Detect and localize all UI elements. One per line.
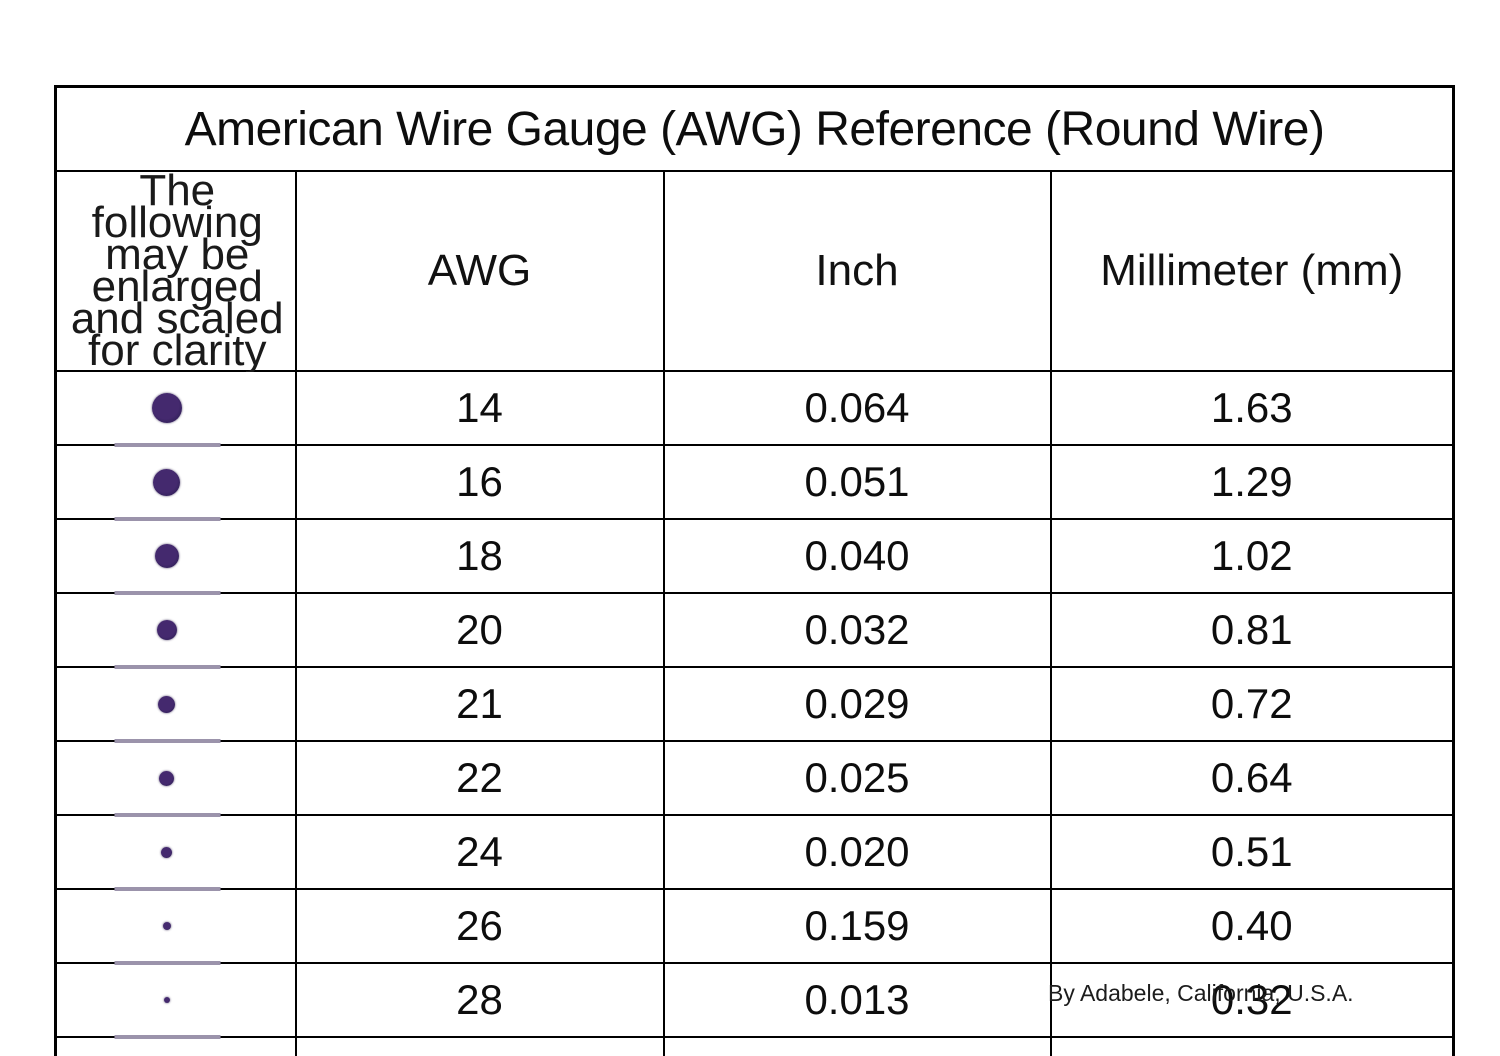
inch-value: 0.020 [662, 814, 1052, 890]
wire-gauge-dot [151, 393, 182, 423]
dot-wrap [49, 965, 285, 1035]
mm-value: 0.72 [1049, 666, 1455, 742]
mm-value: 0.51 [1049, 814, 1455, 890]
awg-value: 20 [294, 592, 665, 668]
table-row: 30 0.010 0.25 [54, 1036, 1455, 1056]
wire-gauge-dot [156, 620, 177, 640]
title-row: American Wire Gauge (AWG) Reference (Rou… [54, 85, 1455, 172]
inch-value: 0.051 [662, 444, 1052, 520]
wire-gauge-dot [153, 468, 181, 496]
table-row: 16 0.051 1.29 [54, 444, 1455, 526]
dot-wrap [49, 743, 285, 813]
header-row: The following may be enlarged and scaled… [54, 169, 1455, 373]
awg-value: 22 [294, 740, 665, 816]
awg-value: 14 [294, 370, 665, 446]
dot-cell [54, 370, 297, 452]
wire-gauge-dot [163, 997, 170, 1003]
credit-text: By Adabele, California, U.S.A. [1048, 980, 1354, 1006]
table-row: 18 0.040 1.02 [54, 518, 1455, 600]
note-text: The following may be enlarged and scaled… [54, 169, 297, 373]
page-title: American Wire Gauge (AWG) Reference (Rou… [54, 85, 1455, 172]
table-row: 28 0.013 0.32 [54, 962, 1455, 1044]
inch-value: 0.032 [662, 592, 1052, 668]
dot-wrap [49, 817, 285, 887]
column-header-inch: Inch [662, 170, 1052, 372]
dot-wrap [49, 447, 285, 517]
awg-value: 16 [294, 444, 665, 520]
column-header-awg: AWG [294, 170, 665, 372]
dot-cell [54, 592, 297, 674]
mm-value: 1.29 [1049, 444, 1455, 520]
wire-gauge-dot [161, 846, 173, 858]
dot-wrap [49, 521, 285, 591]
dot-wrap [49, 1039, 285, 1056]
table-row: 24 0.020 0.51 [54, 814, 1455, 896]
wire-gauge-dot [162, 922, 171, 930]
dot-wrap [49, 373, 285, 443]
dot-wrap [49, 891, 285, 961]
mm-value: 0.32 [1049, 962, 1455, 1038]
wire-gauge-dot [159, 770, 175, 786]
table-row: 20 0.032 0.81 [54, 592, 1455, 674]
awg-value: 18 [294, 518, 665, 594]
table-row: 21 0.029 0.72 [54, 666, 1455, 748]
mm-value: 0.40 [1049, 888, 1455, 964]
awg-value: 26 [294, 888, 665, 964]
wire-gauge-dot [154, 544, 179, 568]
dot-cell [54, 814, 297, 896]
inch-value: 0.013 [662, 962, 1052, 1038]
dot-cell [54, 666, 297, 748]
dot-cell [54, 740, 297, 822]
table-row: 14 0.064 1.63 [54, 370, 1455, 452]
wire-gauge-dot [158, 695, 176, 713]
awg-value: 21 [294, 666, 665, 742]
awg-value: 30 [294, 1036, 665, 1056]
inch-value: 0.025 [662, 740, 1052, 816]
awg-value: 28 [294, 962, 665, 1038]
inch-value: 0.029 [662, 666, 1052, 742]
awg-value: 24 [294, 814, 665, 890]
inch-value: 0.010 [662, 1036, 1052, 1056]
column-header-mm: Millimeter (mm) [1049, 170, 1455, 372]
dot-cell [54, 888, 297, 970]
inch-value: 0.159 [662, 888, 1052, 964]
dot-wrap [49, 595, 285, 665]
dot-cell [54, 962, 297, 1044]
mm-value: 0.64 [1049, 740, 1455, 816]
mm-value: 1.63 [1049, 370, 1455, 446]
dot-cell [54, 1036, 297, 1056]
mm-value: 0.81 [1049, 592, 1455, 668]
inch-value: 0.064 [662, 370, 1052, 446]
table-row: 26 0.159 0.40 [54, 888, 1455, 970]
dot-cell [54, 444, 297, 526]
inch-value: 0.040 [662, 518, 1052, 594]
mm-value: 0.25 [1049, 1036, 1455, 1056]
mm-value: 1.02 [1049, 518, 1455, 594]
table-row: 22 0.025 0.64 [54, 740, 1455, 822]
awg-reference-table: American Wire Gauge (AWG) Reference (Rou… [54, 85, 1456, 1056]
dot-cell [54, 518, 297, 600]
dot-wrap [49, 669, 285, 739]
